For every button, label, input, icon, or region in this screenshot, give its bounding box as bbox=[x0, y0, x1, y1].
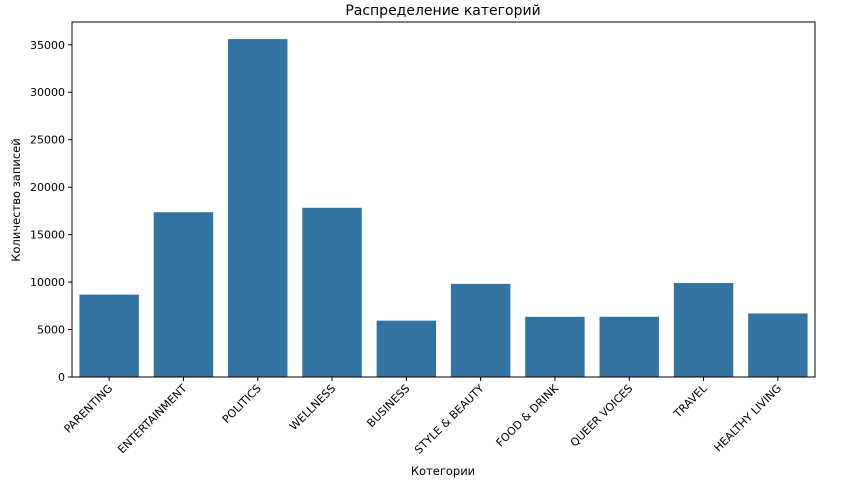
y-tick-label: 35000 bbox=[30, 39, 65, 52]
bar-politics bbox=[228, 39, 288, 377]
y-tick-label: 30000 bbox=[30, 86, 65, 99]
y-tick-label: 10000 bbox=[30, 276, 65, 289]
x-tick-label: BUSINESS bbox=[364, 382, 412, 430]
x-tick-label: QUEER VOICES bbox=[568, 382, 636, 450]
bar-parenting bbox=[79, 294, 139, 377]
chart-title: Распределение категорий bbox=[345, 3, 540, 19]
bar-entertainment bbox=[153, 212, 214, 377]
y-tick-label: 20000 bbox=[30, 181, 65, 194]
bar-travel bbox=[673, 283, 734, 377]
bar-food-drink bbox=[525, 316, 585, 377]
y-tick-label: 0 bbox=[58, 371, 65, 384]
plot-frame bbox=[71, 21, 816, 378]
x-tick-label: HEALTHY LIVING bbox=[712, 382, 784, 454]
y-axis-label: Количество записей bbox=[9, 138, 23, 261]
y-axis-ticks: 0 5000 10000 15000 20000 25000 30000 35000 bbox=[30, 39, 72, 384]
bar-style-beauty bbox=[450, 283, 511, 377]
x-tick-label: PARENTING bbox=[62, 382, 116, 436]
x-tick-label: STYLE & BEAUTY bbox=[412, 382, 487, 457]
x-axis-ticks: PARENTING ENTERTAINMENT POLITICS WELLNESS BU… bbox=[62, 377, 784, 457]
y-tick-label: 5000 bbox=[37, 324, 65, 337]
y-tick-label: 25000 bbox=[30, 134, 65, 147]
x-tick-label: TRAVEL bbox=[671, 381, 711, 421]
x-axis-label: Котегории bbox=[411, 464, 475, 478]
bar-business bbox=[376, 320, 437, 377]
bars-group bbox=[79, 39, 808, 377]
x-tick-label: POLITICS bbox=[220, 382, 264, 426]
y-tick-label: 15000 bbox=[30, 229, 65, 242]
x-tick-label: WELLNESS bbox=[287, 382, 338, 433]
x-tick-label: FOOD & DRINK bbox=[494, 381, 562, 449]
x-tick-label: ENTERTAINMENT bbox=[115, 382, 189, 456]
bar-healthy-living bbox=[748, 313, 808, 377]
bar-wellness bbox=[302, 207, 362, 377]
bar-queer-voices bbox=[599, 316, 659, 377]
